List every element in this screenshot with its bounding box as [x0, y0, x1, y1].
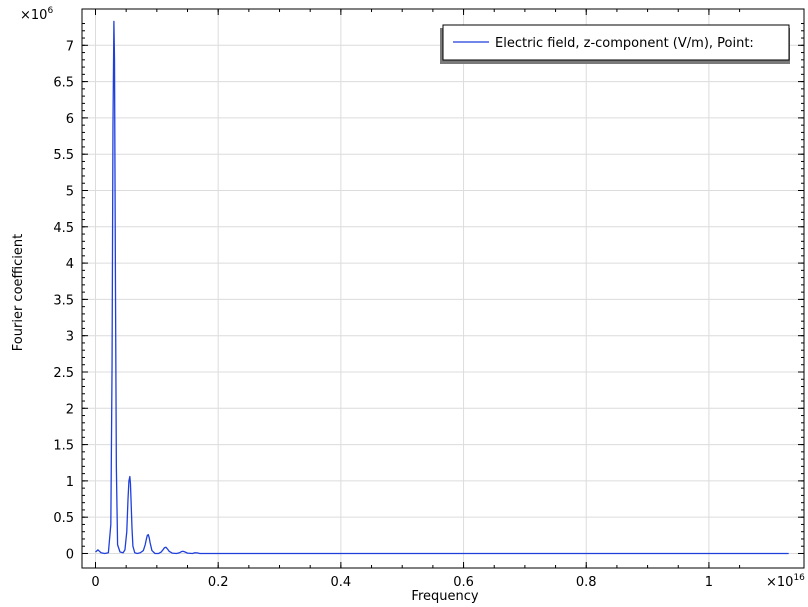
series-line-0: [95, 20, 789, 555]
y-tick-label: 0.5: [53, 511, 74, 526]
y-tick-label: 3: [66, 330, 74, 345]
legend-entry-label: Electric field, z-component (V/m), Point…: [495, 36, 754, 51]
y-tick-label: 4.5: [53, 221, 74, 236]
y-multiplier-exp: 6: [47, 6, 53, 16]
x-tick-label: 0: [91, 575, 99, 590]
y-tick-label: 5: [66, 184, 74, 199]
y-tick-label: 7: [66, 39, 74, 54]
y-multiplier-base: ×10: [20, 8, 47, 23]
y-tick-label: 5.5: [53, 148, 74, 163]
y-tick-label: 6: [66, 112, 74, 127]
y-axis-label: Fourier coefficient: [11, 234, 26, 351]
y-tick-label: 3.5: [53, 293, 74, 308]
legend: Electric field, z-component (V/m), Point…: [440, 24, 790, 64]
y-axis-multiplier: ×106: [20, 6, 53, 23]
x-multiplier-base: ×10: [766, 575, 793, 590]
plot-frame: [81, 8, 805, 569]
legend-box: [442, 24, 790, 61]
y-tick-label: 2: [66, 402, 74, 417]
x-tick-label: 0.2: [208, 575, 229, 590]
series-layer: [95, 20, 789, 555]
y-tick-label: 4: [66, 257, 74, 272]
x-tick-label: 0.8: [576, 575, 597, 590]
x-tick-label: 0.4: [331, 575, 352, 590]
x-multiplier-exp: 16: [793, 573, 805, 583]
y-tick-label: 1.5: [53, 439, 74, 454]
grid-lines: [82, 9, 804, 568]
x-tick-label: 1: [705, 575, 713, 590]
y-tick-label: 6.5: [53, 76, 74, 91]
axis-ticks: 0 0.2 0.4 0.6 0.8 1 0 0.5 1 1.5 2 2.5 3 3.5 4 4.5 5 5.5 6 6…: [53, 9, 804, 590]
y-tick-label: 2.5: [53, 366, 74, 381]
x-tick-label: 0.6: [453, 575, 474, 590]
x-axis-multiplier: ×1016: [766, 573, 805, 590]
x-axis-label: Frequency: [411, 589, 478, 604]
y-tick-label: 0: [66, 547, 74, 562]
y-tick-label: 1: [66, 475, 74, 490]
